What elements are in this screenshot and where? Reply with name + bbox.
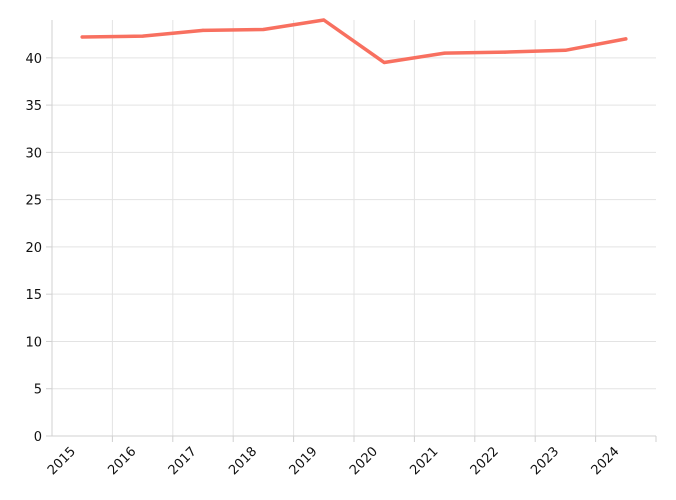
series-line	[80, 18, 628, 65]
y-tick-label: 30	[25, 146, 42, 161]
x-tick-label: 2021	[407, 444, 441, 478]
x-tick-label: 2018	[226, 444, 260, 478]
x-tick-label: 2015	[45, 444, 79, 478]
data-point	[322, 18, 326, 22]
y-tick-label: 5	[34, 383, 42, 398]
y-tick-label: 10	[25, 335, 42, 350]
tick-labels: 0 5 10 15 20 25 30 35 40 2015 2016 2017 2018 2019 2020…	[25, 52, 622, 478]
x-tick-label: 2020	[347, 444, 381, 478]
x-tick-label: 2019	[287, 444, 321, 478]
x-tick-label: 2022	[468, 444, 502, 478]
y-tick-label: 0	[34, 430, 42, 445]
series-layer	[80, 18, 628, 65]
x-tick-label: 2016	[105, 444, 139, 478]
axes	[46, 20, 657, 442]
data-point	[261, 27, 265, 32]
x-tick-label: 2024	[589, 444, 623, 478]
data-point	[382, 60, 386, 65]
y-tick-label: 35	[25, 99, 42, 114]
data-point	[141, 34, 145, 38]
y-tick-label: 40	[25, 52, 42, 67]
data-point	[80, 35, 84, 39]
data-point	[624, 37, 628, 41]
data-point	[201, 28, 205, 32]
data-point	[563, 48, 568, 52]
y-tick-label: 25	[25, 194, 42, 209]
data-point	[503, 50, 507, 54]
x-tick-label: 2017	[166, 444, 200, 478]
x-tick-label: 2023	[528, 444, 562, 478]
grid	[52, 20, 656, 436]
data-point	[443, 51, 447, 55]
y-tick-label: 20	[25, 241, 42, 256]
y-tick-label: 15	[25, 288, 42, 303]
